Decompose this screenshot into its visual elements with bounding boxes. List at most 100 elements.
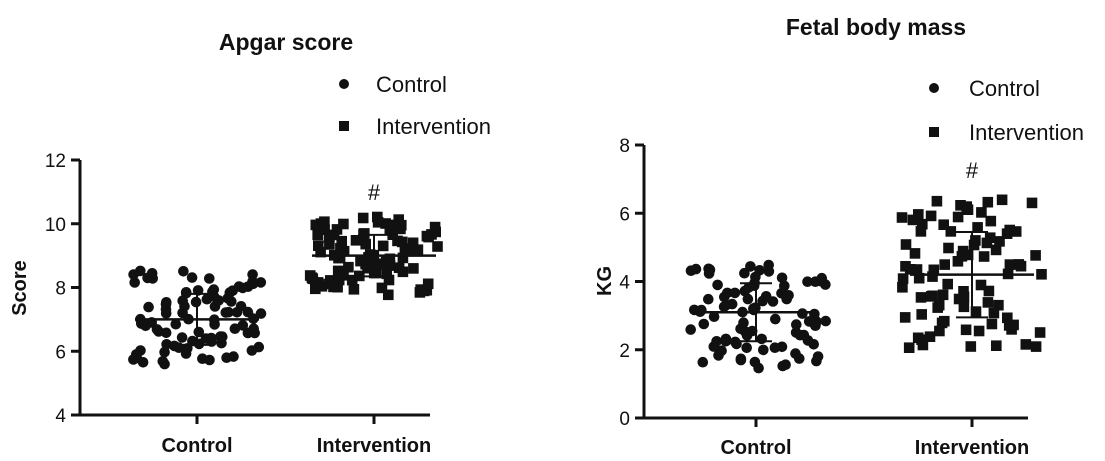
data-point-control xyxy=(143,301,154,313)
data-point-intervention xyxy=(911,264,923,275)
data-point-control xyxy=(790,348,801,359)
data-point-intervention xyxy=(965,341,977,352)
data-point-intervention xyxy=(432,241,443,252)
data-point-intervention xyxy=(973,325,985,337)
data-point-intervention xyxy=(904,264,916,275)
data-point-intervention xyxy=(422,278,434,290)
data-point-intervention xyxy=(925,210,937,222)
legend: Control Intervention xyxy=(929,76,1084,145)
y-axis-label: KG xyxy=(594,266,616,296)
data-point-intervention xyxy=(961,201,972,212)
significance-annotation: # xyxy=(966,158,979,183)
data-point-intervention xyxy=(377,240,389,252)
data-point-control xyxy=(758,344,769,356)
data-point-intervention xyxy=(357,212,369,224)
data-point-intervention xyxy=(399,243,411,254)
y-tick-label: 6 xyxy=(55,342,66,363)
data-point-intervention xyxy=(913,272,925,284)
legend-label-control: Control xyxy=(376,72,447,97)
data-point-intervention xyxy=(962,249,974,261)
data-point-intervention xyxy=(952,211,964,223)
data-point-intervention xyxy=(960,324,972,336)
apgar-score-panel: Apgar score Control Intervention Score #… xyxy=(9,29,491,457)
data-point-intervention xyxy=(931,195,943,207)
data-point-control xyxy=(745,261,756,272)
data-point-control xyxy=(223,306,234,318)
data-point-control xyxy=(690,263,702,275)
data-point-control xyxy=(720,299,732,311)
data-point-intervention xyxy=(994,236,1005,247)
data-point-intervention xyxy=(383,289,394,301)
data-point-intervention xyxy=(332,265,344,277)
data-point-intervention xyxy=(993,299,1004,311)
data-points xyxy=(685,194,1047,374)
data-point-intervention xyxy=(1010,226,1022,237)
data-point-intervention xyxy=(897,273,909,284)
data-point-control xyxy=(178,266,189,277)
data-point-control xyxy=(248,323,259,335)
data-point-intervention xyxy=(986,318,998,330)
data-point-control xyxy=(255,277,267,288)
data-point-intervention xyxy=(915,226,927,237)
data-point-intervention xyxy=(360,238,371,250)
data-point-intervention xyxy=(1034,327,1046,338)
data-point-control xyxy=(157,356,169,367)
data-point-intervention xyxy=(325,275,336,286)
data-point-control xyxy=(749,356,761,368)
y-tick-label: 4 xyxy=(55,406,66,427)
data-point-intervention xyxy=(1030,250,1041,261)
data-point-control xyxy=(135,265,146,277)
data-point-intervention xyxy=(392,235,403,247)
data-point-control xyxy=(729,287,741,299)
data-point-control xyxy=(685,324,696,335)
data-point-control xyxy=(763,259,774,271)
data-point-intervention xyxy=(312,229,323,241)
data-point-control xyxy=(777,360,788,372)
data-point-control xyxy=(776,272,788,284)
data-point-control xyxy=(704,264,716,276)
data-point-intervention xyxy=(976,207,987,218)
data-point-intervention xyxy=(912,332,924,344)
y-tick-label: 8 xyxy=(619,136,630,157)
data-point-intervention xyxy=(393,214,404,225)
data-point-intervention xyxy=(896,212,908,223)
data-point-intervention xyxy=(1004,259,1016,270)
data-point-intervention xyxy=(429,221,441,233)
data-point-control xyxy=(812,351,824,362)
data-point-intervention xyxy=(1036,269,1047,280)
y-tick-label: 0 xyxy=(619,409,630,430)
data-point-control xyxy=(712,279,723,291)
data-point-intervention xyxy=(927,271,938,282)
data-point-intervention xyxy=(328,229,340,241)
x-category-label: Intervention xyxy=(317,435,431,457)
legend-square-icon xyxy=(339,121,349,131)
data-point-intervention xyxy=(396,219,407,231)
data-point-control xyxy=(161,297,172,308)
data-point-intervention xyxy=(907,214,919,226)
data-point-control xyxy=(708,311,720,323)
data-point-intervention xyxy=(982,196,994,208)
data-point-control xyxy=(228,351,239,362)
data-point-control xyxy=(816,272,828,284)
x-category-label: Control xyxy=(161,435,232,457)
data-point-control xyxy=(770,313,781,325)
data-point-control xyxy=(146,268,158,279)
data-point-control xyxy=(187,335,198,347)
y-tick-label: 2 xyxy=(619,341,630,362)
data-point-intervention xyxy=(939,259,950,270)
data-point-intervention xyxy=(380,259,392,270)
data-point-control xyxy=(237,320,249,331)
data-point-control xyxy=(235,301,247,312)
data-point-intervention xyxy=(1026,197,1038,209)
data-point-control xyxy=(741,342,752,354)
data-point-intervention xyxy=(982,297,994,308)
data-point-intervention xyxy=(970,235,981,246)
data-point-control xyxy=(797,308,808,319)
data-point-intervention xyxy=(386,219,397,231)
data-point-intervention xyxy=(909,248,921,259)
data-point-control xyxy=(129,277,140,288)
legend-label-intervention: Intervention xyxy=(376,114,491,139)
data-point-control xyxy=(803,316,815,327)
data-point-control xyxy=(160,327,172,339)
data-point-intervention xyxy=(899,312,911,323)
